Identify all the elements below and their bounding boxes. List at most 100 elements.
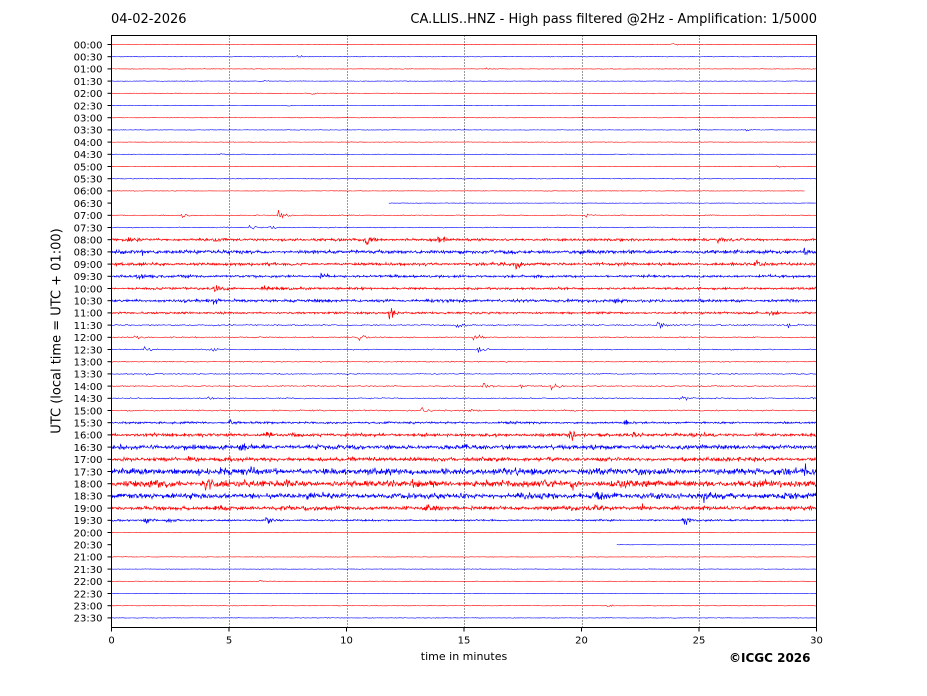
y-tick-label: 16:30 [74,443,103,454]
y-tick-label: 14:30 [74,394,103,405]
y-tick-label: 22:00 [74,577,103,588]
y-tick-label: 10:00 [74,284,103,295]
trace-row [111,92,817,95]
trace-row [111,418,817,426]
y-tick-label: 20:30 [74,541,103,552]
plot-frame [111,35,817,628]
trace-row [111,382,817,391]
y-tick-label: 12:30 [74,345,103,356]
plot-title: CA.LLIS..HNZ - High pass filtered @2Hz -… [410,12,817,27]
y-tick-label: 17:30 [74,467,103,478]
y-tick-label: 07:30 [74,223,103,234]
trace-row [111,334,817,342]
y-tick-label: 08:30 [74,248,103,259]
trace-row [111,236,817,245]
y-tick-label: 03:30 [74,126,103,137]
y-tick-label: 20:00 [74,528,103,539]
trace-row [111,491,817,503]
y-tick-label: 19:00 [74,504,103,515]
y-tick-label: 11:30 [74,321,103,332]
y-tick-label: 18:30 [74,492,103,503]
trace-row [111,104,817,107]
y-tick-label: 02:00 [74,89,103,100]
y-tick-label: 09:00 [74,260,103,271]
y-tick-label: 05:30 [74,175,103,186]
y-tick-label: 04:00 [74,138,103,149]
y-tick-label: 15:00 [74,406,103,417]
y-tick-label: 04:30 [74,150,103,161]
x-tick-label: 10 [340,636,353,647]
trace-row [111,177,817,180]
y-tick-label: 23:00 [74,602,103,613]
trace-row [111,117,817,119]
y-tick-label: 03:00 [74,114,103,125]
y-tick-label: 11:00 [74,309,103,320]
trace-row [111,604,817,607]
y-tick-label: 13:30 [74,370,103,381]
trace-row [111,165,817,168]
trace-row [111,617,817,619]
y-tick-label: 06:00 [74,187,103,198]
trace-row [616,544,816,546]
trace-row [111,372,817,376]
trace-row [111,579,817,583]
trace-row [111,80,817,82]
y-tick-label: 19:30 [74,516,103,527]
y-tick-label: 23:30 [74,614,103,625]
grid-layer [229,35,700,628]
trace-row [111,592,817,595]
trace-row [111,272,817,281]
y-tick-label: 17:00 [74,455,103,466]
trace-row [111,153,817,156]
y-tick-label: 21:30 [74,565,103,576]
trace-row [111,517,817,525]
trace-row [111,443,817,452]
trace-row [111,247,817,256]
y-tick-label: 00:00 [74,40,103,51]
y-tick-label: 13:00 [74,358,103,369]
x-tick-label: 15 [458,636,471,647]
y-tick-label: 08:00 [74,236,103,247]
trace-row [111,360,817,363]
x-tick-label: 5 [226,636,232,647]
trace-row [111,407,817,412]
x-tick-label: 30 [810,636,823,647]
trace-row [111,568,817,570]
plot-date: 04-02-2026 [111,12,187,27]
trace-row [111,297,817,305]
y-tick-label: 01:30 [74,77,103,88]
y-tick-label: 12:00 [74,333,103,344]
x-axis-label: time in minutes [420,650,508,663]
trace-row [111,556,817,558]
trace-row [111,190,805,192]
y-tick-label: 14:00 [74,382,103,393]
trace-row [111,55,817,58]
trace-row [111,478,817,491]
trace-row [111,395,817,402]
y-tick-label: 21:00 [74,553,103,564]
y-tick-label: 07:00 [74,211,103,222]
y-tick-label: 01:00 [74,65,103,76]
x-tick-label: 25 [693,636,706,647]
trace-row [388,202,816,204]
trace-row [111,430,817,441]
y-tick-label: 10:30 [74,297,103,308]
trace-row [111,210,817,219]
y-tick-label: 09:30 [74,272,103,283]
trace-layer [111,43,817,619]
trace-row [111,67,817,70]
x-tick-label: 20 [575,636,588,647]
y-tick-label: 18:00 [74,480,103,491]
y-tick-label: 15:30 [74,419,103,430]
trace-row [111,285,817,293]
y-tick-label: 22:30 [74,589,103,600]
trace-row [111,503,817,512]
trace-row [111,224,817,230]
trace-row [111,531,817,534]
trace-row [111,128,817,132]
y-tick-label: 00:30 [74,53,103,64]
x-tick-label: 0 [108,636,114,647]
trace-row [111,307,817,320]
